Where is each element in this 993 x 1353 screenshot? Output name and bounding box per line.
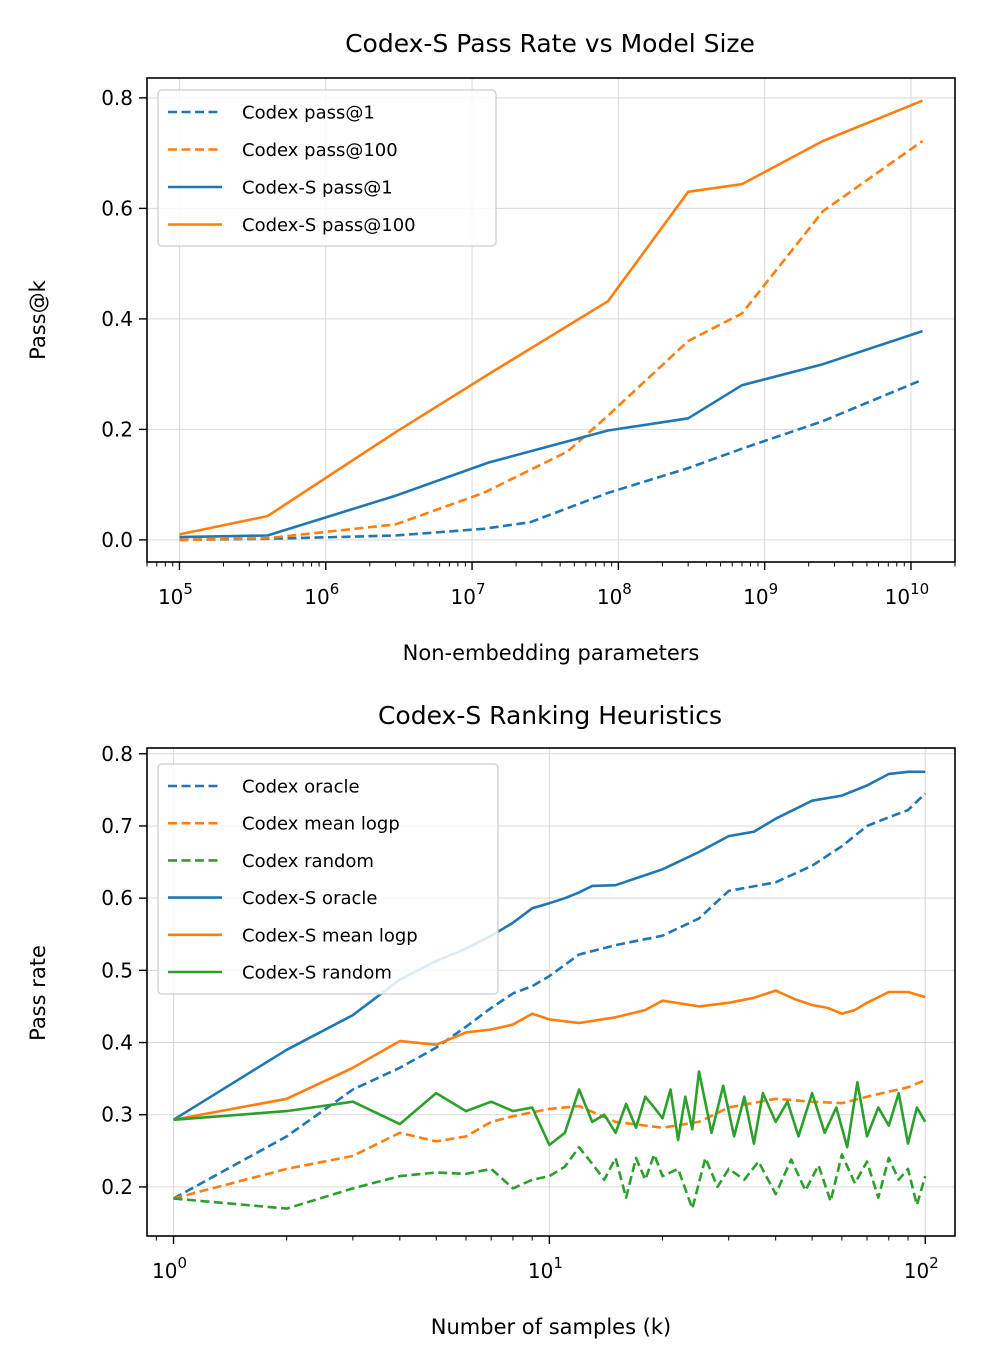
legend-label: Codex oracle xyxy=(242,777,360,798)
legend-label: Codex-S oracle xyxy=(242,888,377,909)
series-codex-s-random xyxy=(173,1070,927,1149)
series-codex-s-pass-1 xyxy=(179,329,923,539)
chart-title: Codex-S Ranking Heuristics xyxy=(378,701,722,730)
y-tick-label: 0.6 xyxy=(101,886,133,910)
plot-frame xyxy=(146,77,956,563)
legend: Codex oracle Codex mean logp Codex random C… xyxy=(157,763,499,995)
series-codex-random xyxy=(173,1145,927,1210)
x-tick-label: 109 xyxy=(743,580,778,609)
y-tick-label: 0.5 xyxy=(101,958,133,982)
y-tick-label: 0.8 xyxy=(101,742,133,766)
y-tick-label: 0.3 xyxy=(101,1103,133,1127)
legend-box xyxy=(157,763,499,995)
y-axis-label: Pass@k xyxy=(26,279,50,359)
legend-label: Codex-S pass@1 xyxy=(242,178,393,199)
series-codex-pass-1 xyxy=(179,378,923,542)
x-tick-label: 101 xyxy=(528,1254,563,1283)
legend: Codex pass@1 Codex pass@100 Codex-S pass@1… xyxy=(157,89,497,247)
y-tick-label: 0.2 xyxy=(101,417,133,441)
x-tick-label: 102 xyxy=(904,1254,939,1283)
y-tick-label: 0.2 xyxy=(101,1175,133,1199)
series-codex-mean-logp xyxy=(173,1078,926,1200)
x-tick-label: 100 xyxy=(152,1254,187,1283)
y-tick-label: 0.7 xyxy=(101,814,133,838)
tick-layer: 100 101 102 0.2 0.3 0.4 0.5 0.6 0.7 0.8 xyxy=(101,742,939,1283)
tick-layer: 105 106 107 108 109 1010 0.0 0.2 0.4 0.6 0.8 xyxy=(101,86,956,609)
series-codex-oracle xyxy=(172,792,927,1200)
series-codex-s-mean-logp xyxy=(173,989,926,1122)
y-tick-label: 0.6 xyxy=(101,196,133,220)
series-codex-s-pass-100 xyxy=(179,99,923,536)
y-tick-label: 0.8 xyxy=(101,86,133,110)
x-tick-label: 105 xyxy=(158,580,193,609)
x-axis-label: Non-embedding parameters xyxy=(403,641,700,665)
chart-model-size: Codex-S Pass Rate vs Model Size 105 106 10… xyxy=(26,29,956,665)
series-layer xyxy=(179,99,924,542)
series-codex-pass-100 xyxy=(179,139,924,542)
y-axis-label: Pass rate xyxy=(26,945,50,1041)
legend-label: Codex mean logp xyxy=(242,814,400,835)
y-tick-label: 0.4 xyxy=(101,307,133,331)
legend-label: Codex pass@100 xyxy=(242,140,398,161)
x-tick-label: 106 xyxy=(304,580,339,609)
chart-title: Codex-S Pass Rate vs Model Size xyxy=(345,29,755,58)
y-tick-label: 0.0 xyxy=(101,528,133,552)
y-tick-label: 0.4 xyxy=(101,1031,133,1055)
x-axis-label: Number of samples (k) xyxy=(431,1315,671,1339)
legend-label: Codex-S random xyxy=(242,963,392,984)
x-tick-label: 108 xyxy=(597,580,632,609)
legend-box xyxy=(157,89,497,247)
legend-label: Codex-S mean logp xyxy=(242,925,418,946)
legend-label: Codex-S pass@100 xyxy=(242,215,416,236)
chart-ranking-heuristics: Codex-S Ranking Heuristics 100 101 102 0.2 0… xyxy=(26,701,956,1339)
legend-label: Codex pass@1 xyxy=(242,103,375,124)
x-tick-label: 1010 xyxy=(885,580,930,609)
plot-frame xyxy=(146,747,956,1237)
x-tick-label: 107 xyxy=(451,580,486,609)
legend-label: Codex random xyxy=(242,851,374,872)
